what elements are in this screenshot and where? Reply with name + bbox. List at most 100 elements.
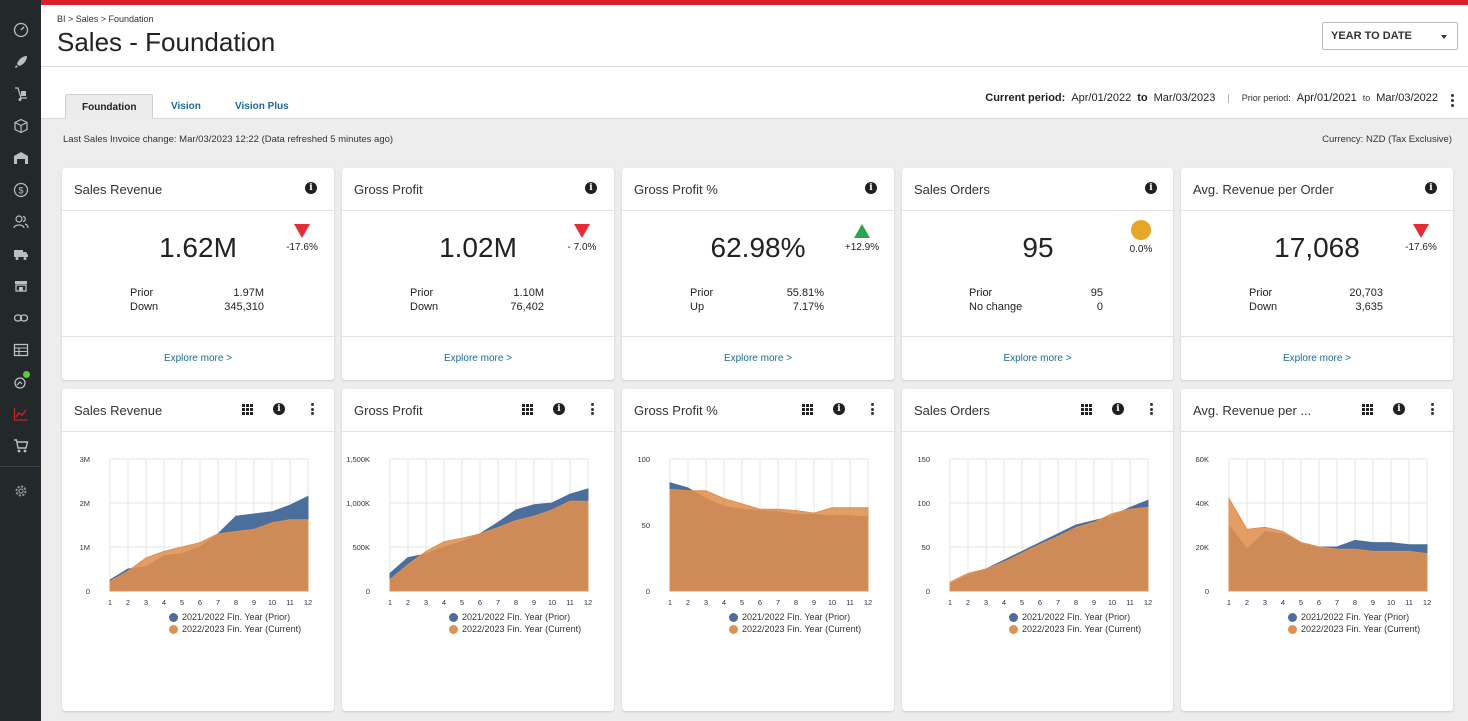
x-tick-label: 1 — [108, 598, 112, 607]
x-tick-label: 2 — [126, 598, 130, 607]
info-icon[interactable]: i — [305, 182, 317, 194]
x-tick-label: 3 — [1263, 598, 1267, 607]
sidebar-divider — [0, 466, 41, 467]
grid-icon[interactable] — [802, 404, 813, 415]
x-tick-label: 7 — [1335, 598, 1339, 607]
kpi-card-sales-orders: Sales Orders i 95 0.0% Prior No change 95 0… — [902, 168, 1173, 380]
settings-icon[interactable] — [0, 475, 41, 507]
info-icon[interactable]: i — [1112, 403, 1124, 415]
cart-icon[interactable] — [0, 430, 41, 462]
warehouse-icon[interactable] — [0, 142, 41, 174]
series-area-current — [949, 506, 1149, 592]
table-icon[interactable] — [0, 334, 41, 366]
x-tick-label: 8 — [794, 598, 798, 607]
chart-icon[interactable] — [0, 398, 41, 430]
legend-prior-label: 2021/2022 Fin. Year (Prior) — [1022, 612, 1131, 622]
y-tick-label: 500K — [352, 543, 370, 552]
prior-label: Prior — [410, 287, 434, 299]
more-options-icon[interactable] — [870, 403, 874, 415]
kpi-trend: -17.6% — [1401, 224, 1441, 253]
diff-value: 7.17% — [792, 301, 824, 313]
x-tick-label: 9 — [532, 598, 536, 607]
info-icon[interactable]: i — [865, 182, 877, 194]
truck-icon[interactable] — [0, 238, 41, 270]
current-period-to[interactable]: Mar/03/2023 — [1153, 92, 1216, 104]
current-period-label: Current period: — [985, 92, 1066, 104]
chart-title: Sales Orders — [914, 403, 990, 418]
x-tick-label: 12 — [864, 598, 872, 607]
more-options-icon[interactable] — [590, 403, 594, 415]
y-tick-label: 40K — [1196, 499, 1209, 508]
more-options-icon[interactable] — [1444, 92, 1460, 108]
box-icon[interactable] — [0, 110, 41, 142]
status-dot — [23, 371, 30, 378]
info-icon[interactable]: i — [585, 182, 597, 194]
y-tick-label: 1,000K — [346, 499, 370, 508]
dollar-icon[interactable]: $ — [0, 174, 41, 206]
x-tick-label: 1 — [668, 598, 672, 607]
dashboard-icon[interactable] — [0, 14, 41, 46]
x-tick-label: 4 — [1002, 598, 1006, 607]
info-icon[interactable]: i — [1145, 182, 1157, 194]
info-icon[interactable]: i — [553, 403, 565, 415]
trend-down-icon — [1413, 224, 1429, 238]
legend-prior-label: 2021/2022 Fin. Year (Prior) — [462, 612, 571, 622]
diff-label: Down — [130, 301, 159, 313]
analytics-icon[interactable] — [0, 366, 41, 398]
grid-icon[interactable] — [1362, 404, 1373, 415]
grid-icon[interactable] — [522, 404, 533, 415]
explore-more-link[interactable]: Explore more > — [163, 353, 233, 364]
x-tick-label: 6 — [758, 598, 762, 607]
explore-more-link[interactable]: Explore more > — [1282, 353, 1352, 364]
legend-prior-swatch — [449, 612, 458, 622]
users-icon[interactable] — [0, 206, 41, 238]
info-icon[interactable]: i — [833, 403, 845, 415]
breadcrumb[interactable]: BI > Sales > Foundation — [57, 14, 154, 24]
grid-icon[interactable] — [242, 404, 253, 415]
more-options-icon[interactable] — [310, 403, 314, 415]
period-select[interactable]: YEAR TO DATE — [1322, 22, 1458, 50]
tab-foundation[interactable]: Foundation — [65, 94, 154, 119]
x-tick-label: 9 — [252, 598, 256, 607]
x-tick-label: 10 — [1108, 598, 1116, 607]
prior-period-to[interactable]: Mar/03/2022 — [1376, 92, 1438, 104]
tab-bar: Foundation Vision Vision Plus Current pe… — [41, 67, 1468, 119]
info-icon[interactable]: i — [1393, 403, 1405, 415]
legend-current-swatch — [1288, 624, 1297, 634]
link-icon[interactable] — [0, 302, 41, 334]
series-area-current — [669, 488, 869, 592]
tab-vision[interactable]: Vision — [171, 101, 201, 112]
explore-more-link[interactable]: Explore more > — [1003, 353, 1072, 364]
kpi-card-gross-profit-pct: Gross Profit % i 62.98% +12.9% Prior Up 55… — [622, 168, 894, 380]
more-options-icon[interactable] — [1149, 403, 1153, 415]
prior-period-from[interactable]: Apr/01/2021 — [1296, 92, 1357, 104]
explore-more-link[interactable]: Explore more > — [443, 353, 513, 364]
x-tick-label: 4 — [442, 598, 446, 607]
x-tick-label: 6 — [198, 598, 202, 607]
current-period-from[interactable]: Apr/01/2022 — [1071, 92, 1132, 104]
y-tick-label: 60K — [1196, 455, 1209, 464]
store-icon[interactable] — [0, 270, 41, 302]
rocket-icon[interactable] — [0, 46, 41, 78]
x-tick-label: 5 — [1299, 598, 1303, 607]
trend-up-icon — [854, 224, 870, 238]
chart-card-gross-profit: Gross Profit i 0 500K 1,000K 1,500K 1 2 3 4 5 6 7 8 9… — [342, 389, 614, 711]
explore-more-link[interactable]: Explore more > — [723, 353, 793, 364]
legend-current-label: 2022/2023 Fin. Year (Current) — [182, 624, 302, 634]
chart-area: 0 50 100 150 1 2 3 4 5 6 7 8 9 10 11 12 — [902, 433, 1173, 711]
kpi-value: 1.62M — [159, 232, 237, 263]
legend-current-label: 2022/2023 Fin. Year (Current) — [1022, 624, 1142, 634]
grid-icon[interactable] — [1081, 404, 1092, 415]
more-options-icon[interactable] — [1430, 403, 1434, 415]
hand-truck-icon[interactable] — [0, 78, 41, 110]
x-tick-label: 8 — [514, 598, 518, 607]
diff-label: Up — [690, 301, 705, 313]
prior-period-to-label: to — [1362, 93, 1371, 103]
info-icon[interactable]: i — [273, 403, 285, 415]
kpi-title: Sales Revenue — [74, 182, 163, 197]
y-tick-label: 0 — [1205, 587, 1209, 596]
x-tick-label: 4 — [1281, 598, 1285, 607]
legend-prior-swatch — [169, 612, 178, 622]
info-icon[interactable]: i — [1425, 182, 1437, 194]
tab-vision-plus[interactable]: Vision Plus — [235, 101, 289, 112]
